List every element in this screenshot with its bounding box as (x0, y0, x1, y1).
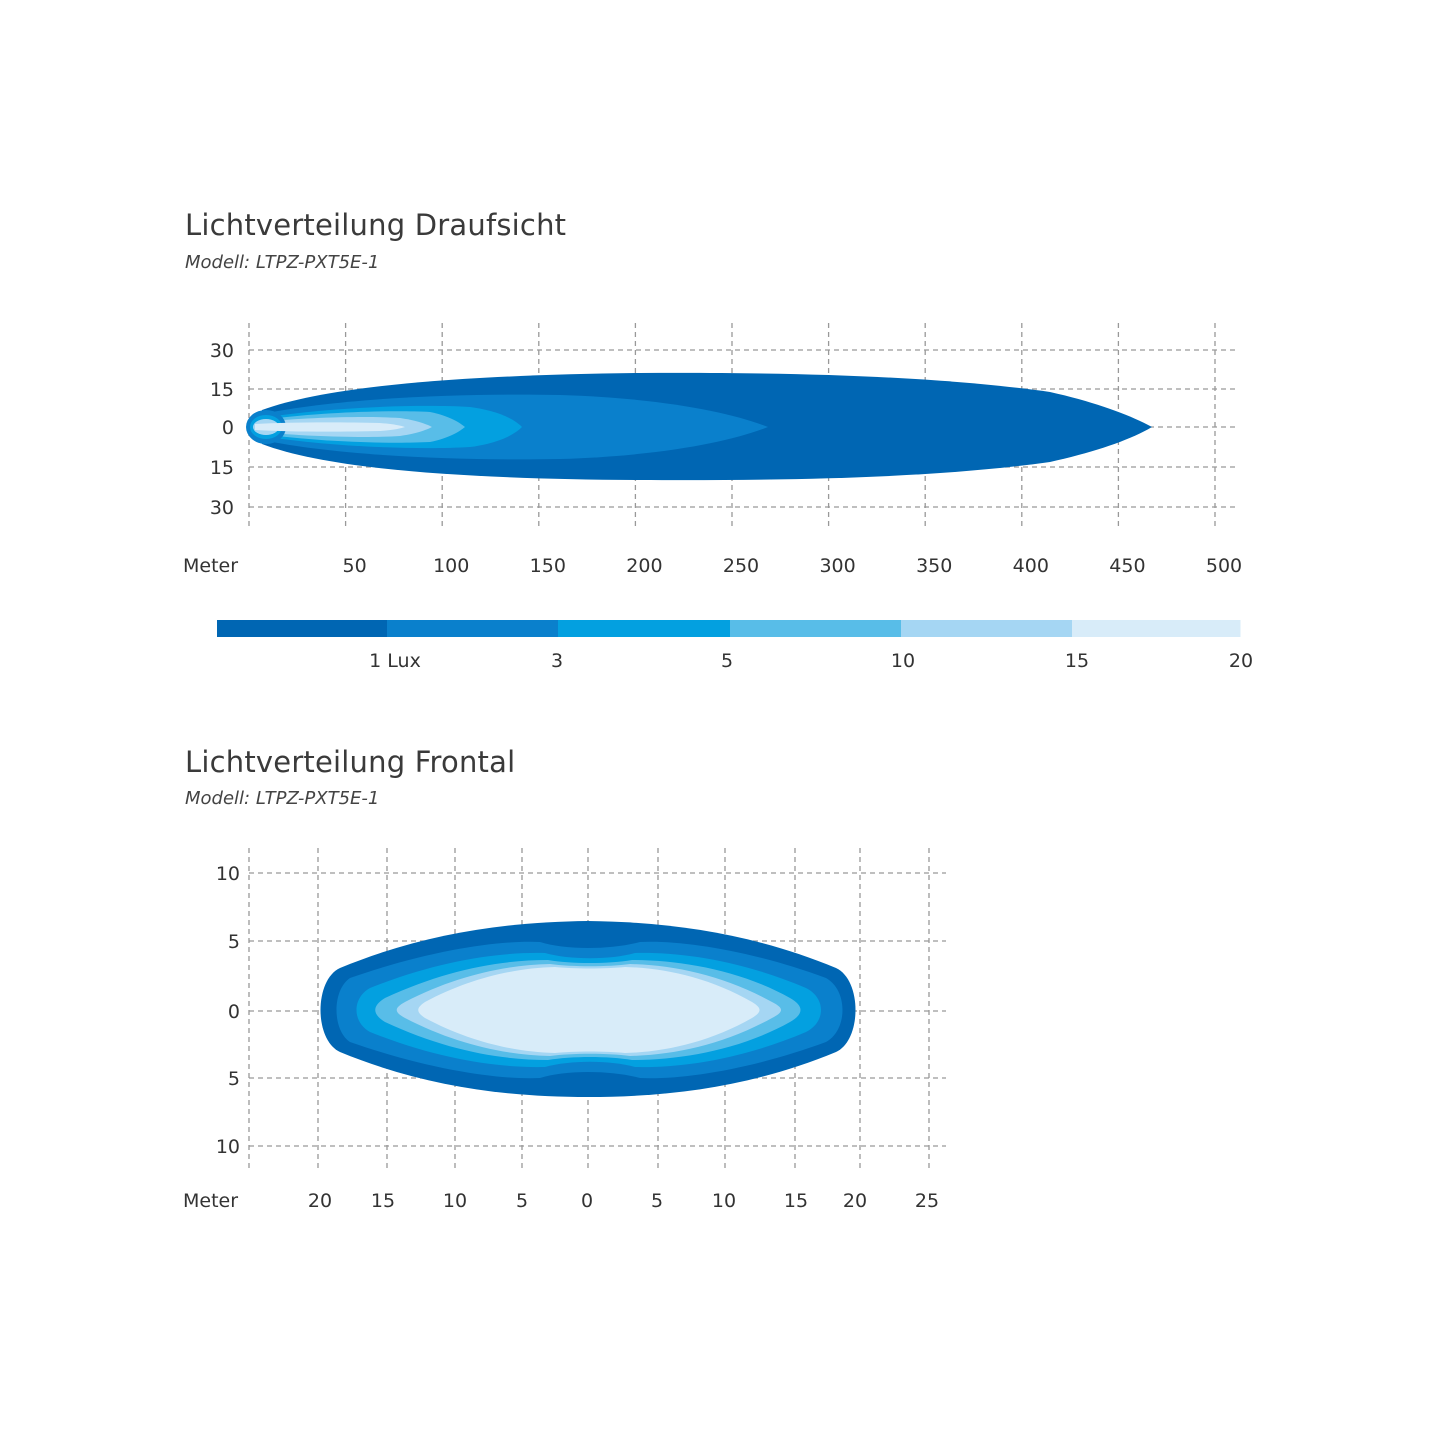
top-chart-subtitle: Modell: LTPZ-PXT5E-1 (185, 252, 380, 273)
top-ytick-label: 30 (210, 497, 234, 519)
legend-swatch (730, 620, 902, 637)
top-ytick-label: 30 (210, 340, 234, 362)
front-axis-labels: 10 5 0 5 10 20 15 10 5 0 5 10 15 20 25 Meter (183, 863, 939, 1212)
isolux-20 (255, 422, 405, 432)
legend-swatch (1072, 620, 1241, 637)
front-ytick-label: 10 (216, 1136, 240, 1158)
legend-label: 15 (1065, 650, 1089, 672)
front-xtick-label: 15 (371, 1190, 395, 1212)
front-beam-isolux (320, 921, 856, 1097)
front-xtick-label: 25 (915, 1190, 939, 1212)
legend-swatch (901, 620, 1073, 637)
legend-swatch (558, 620, 731, 637)
lux-legend: 1 Lux 3 5 10 15 20 (217, 620, 1253, 672)
top-ytick-label: 0 (222, 417, 234, 439)
frontal-chart: 10 5 0 5 10 20 15 10 5 0 5 10 15 20 25 Meter (183, 848, 946, 1212)
front-ytick-label: 10 (216, 863, 240, 885)
top-beam-isolux (246, 372, 1152, 481)
front-xtick-label: 5 (651, 1190, 663, 1212)
top-xtick-label: 150 (530, 555, 566, 577)
top-xtick-label: 400 (1013, 555, 1049, 577)
front-ytick-label: 5 (228, 931, 240, 953)
front-xtick-label: 5 (516, 1190, 528, 1212)
front-ytick-label: 0 (228, 1001, 240, 1023)
front-xtick-label: 10 (712, 1190, 736, 1212)
legend-label: 1 Lux (369, 650, 421, 672)
front-xtick-label: 15 (784, 1190, 808, 1212)
top-xtick-label: 100 (433, 555, 469, 577)
top-xtick-label: 450 (1109, 555, 1145, 577)
front-chart-subtitle: Modell: LTPZ-PXT5E-1 (185, 788, 380, 809)
legend-swatch (217, 620, 388, 637)
top-xtick-label: 500 (1206, 555, 1242, 577)
legend-label: 10 (891, 650, 915, 672)
front-xtick-label: 20 (843, 1190, 867, 1212)
top-xtick-label: 350 (916, 555, 952, 577)
front-xtick-label: 0 (581, 1190, 593, 1212)
top-xtick-label: 50 (343, 555, 367, 577)
top-ytick-label: 15 (210, 379, 234, 401)
legend-swatch (387, 620, 559, 637)
top-ytick-label: 15 (210, 457, 234, 479)
legend-label: 20 (1229, 650, 1253, 672)
top-xaxis-unit: Meter (183, 555, 238, 577)
legend-label: 5 (721, 650, 733, 672)
front-isolux-20 (418, 967, 760, 1053)
legend-label: 3 (551, 650, 563, 672)
front-chart-title: Lichtverteilung Frontal (185, 745, 516, 779)
top-xtick-label: 250 (723, 555, 759, 577)
front-xtick-label: 10 (443, 1190, 467, 1212)
front-ytick-label: 5 (228, 1068, 240, 1090)
front-xaxis-unit: Meter (183, 1190, 238, 1212)
top-chart-title: Lichtverteilung Draufsicht (185, 208, 567, 242)
front-xtick-label: 20 (308, 1190, 332, 1212)
top-xtick-label: 300 (819, 555, 855, 577)
top-xtick-label: 200 (626, 555, 662, 577)
